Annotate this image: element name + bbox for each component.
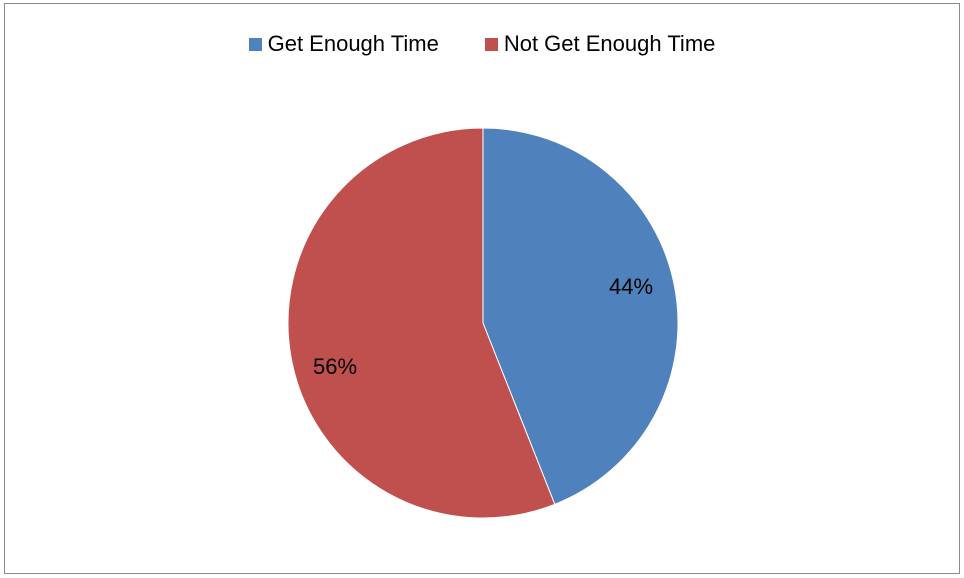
legend-label-not-get-enough-time: Not Get Enough Time <box>503 31 716 56</box>
legend-item-get-enough-time: Get Enough Time <box>248 31 439 57</box>
chart-frame: Get Enough Time Not Get Enough Time 44% … <box>4 3 960 574</box>
pie-slice-not-get-enough-time <box>287 127 556 519</box>
pie-chart: 44% 56% <box>287 127 679 519</box>
pie-slice-get-enough-time <box>482 127 679 505</box>
pie-slices <box>287 127 679 519</box>
data-label-not-get-enough-time: 56% <box>313 354 357 379</box>
legend-swatch-get-enough-time <box>248 37 262 51</box>
legend-swatch-not-get-enough-time <box>484 37 498 51</box>
legend-label-get-enough-time: Get Enough Time <box>267 31 439 56</box>
legend: Get Enough Time Not Get Enough Time <box>5 31 959 57</box>
legend-item-not-get-enough-time: Not Get Enough Time <box>484 31 716 57</box>
data-label-get-enough-time: 44% <box>609 274 653 299</box>
